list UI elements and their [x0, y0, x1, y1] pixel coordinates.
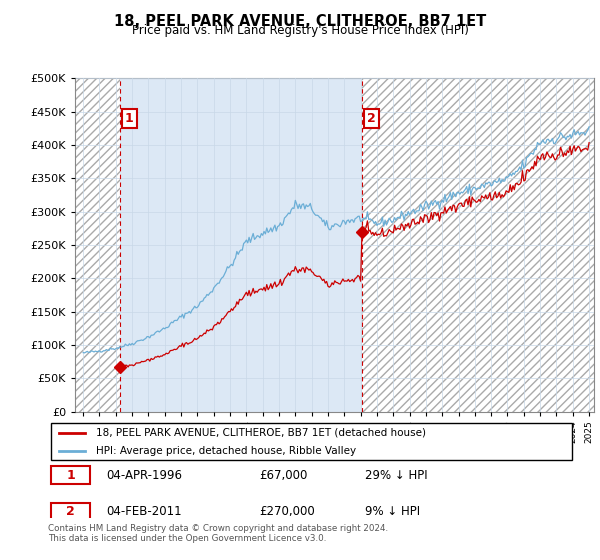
Text: 9% ↓ HPI: 9% ↓ HPI — [365, 505, 420, 518]
FancyBboxPatch shape — [50, 423, 572, 460]
Text: 2: 2 — [67, 505, 75, 518]
Bar — [75, 78, 120, 412]
FancyBboxPatch shape — [50, 466, 90, 484]
FancyBboxPatch shape — [50, 503, 90, 520]
Text: 04-FEB-2011: 04-FEB-2011 — [106, 505, 182, 518]
Text: Price paid vs. HM Land Registry's House Price Index (HPI): Price paid vs. HM Land Registry's House … — [131, 24, 469, 38]
Text: Contains HM Land Registry data © Crown copyright and database right 2024.
This d: Contains HM Land Registry data © Crown c… — [48, 524, 388, 543]
Text: 1: 1 — [67, 469, 75, 482]
Text: HPI: Average price, detached house, Ribble Valley: HPI: Average price, detached house, Ribb… — [95, 446, 356, 456]
Text: £270,000: £270,000 — [259, 505, 315, 518]
Text: 18, PEEL PARK AVENUE, CLITHEROE, BB7 1ET: 18, PEEL PARK AVENUE, CLITHEROE, BB7 1ET — [114, 14, 486, 29]
Bar — [362, 78, 594, 412]
Text: 18, PEEL PARK AVENUE, CLITHEROE, BB7 1ET (detached house): 18, PEEL PARK AVENUE, CLITHEROE, BB7 1ET… — [95, 428, 425, 437]
Text: 2: 2 — [367, 112, 376, 125]
Text: £67,000: £67,000 — [259, 469, 308, 482]
Text: 29% ↓ HPI: 29% ↓ HPI — [365, 469, 427, 482]
Text: 04-APR-1996: 04-APR-1996 — [106, 469, 182, 482]
Text: 1: 1 — [125, 112, 134, 125]
